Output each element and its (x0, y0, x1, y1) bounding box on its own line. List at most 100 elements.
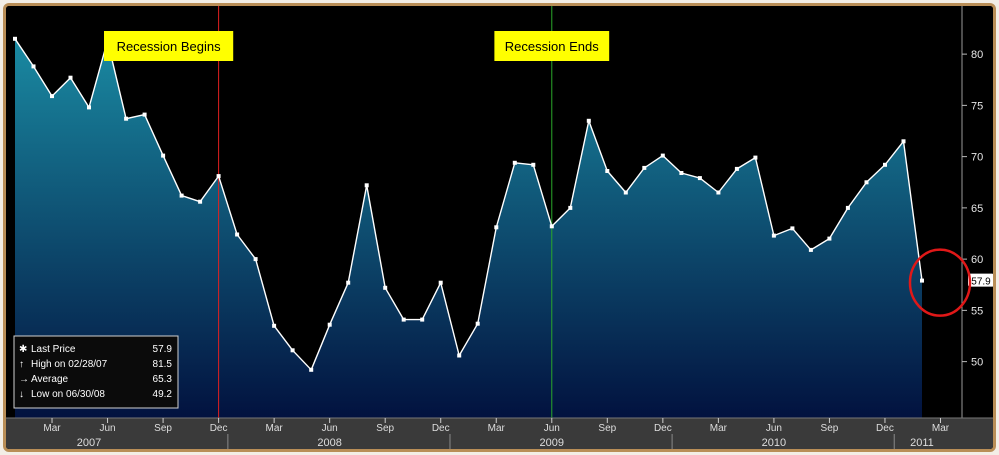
data-point (864, 180, 869, 185)
chart-frame: 50 55 60 65 70 75 80 Mar Jun Sep Dec Mar Jun Sep Dec M… (3, 3, 996, 452)
x-month-label: Mar (488, 423, 506, 434)
x-month-label: Mar (710, 423, 728, 434)
data-point (753, 155, 758, 160)
data-point (272, 323, 277, 328)
legend-label: Average (31, 374, 69, 385)
data-point (586, 118, 591, 123)
legend-value: 49.2 (153, 389, 173, 400)
legend-symbol: ↓ (19, 389, 24, 400)
x-month-label: Jun (322, 423, 338, 434)
data-point (309, 367, 314, 372)
x-month-label: Sep (821, 423, 839, 434)
data-point (383, 285, 388, 290)
data-point (346, 280, 351, 285)
data-point (531, 162, 536, 167)
x-year-label: 2008 (317, 437, 341, 449)
data-point (198, 199, 203, 204)
y-tick-label: 70 (971, 152, 983, 164)
data-point (660, 153, 665, 158)
data-point (771, 233, 776, 238)
legend-symbol: ↑ (19, 359, 24, 370)
data-point (494, 225, 499, 230)
data-point (401, 317, 406, 322)
legend-value: 57.9 (153, 344, 173, 355)
data-point (124, 116, 129, 121)
legend-value: 81.5 (153, 359, 173, 370)
recession-ends-box (494, 31, 610, 61)
x-month-label: Sep (154, 423, 172, 434)
last-price-tag-label: 57.9 (971, 277, 991, 288)
data-point (568, 205, 573, 210)
data-point (512, 160, 517, 165)
y-tick-label: 75 (971, 100, 983, 112)
x-year-label: 2010 (762, 437, 786, 449)
data-point (790, 226, 795, 231)
data-point (235, 232, 240, 237)
data-point (253, 257, 258, 262)
x-month-label: Mar (932, 423, 950, 434)
last-price-tag (968, 273, 993, 287)
x-year-label: 2009 (540, 437, 564, 449)
x-month-label: Dec (876, 423, 894, 434)
x-month-label: Sep (376, 423, 394, 434)
data-point (13, 36, 17, 41)
legend-box (13, 335, 179, 409)
data-point (457, 353, 462, 358)
data-point (216, 174, 221, 179)
legend-label: Last Price (31, 344, 76, 355)
series-area (15, 38, 922, 419)
legend-value: 65.3 (153, 374, 173, 385)
data-point (734, 166, 739, 171)
data-point (68, 75, 73, 80)
series-line (14, 38, 923, 371)
data-point (716, 190, 721, 195)
y-tick-label: 60 (971, 254, 983, 266)
x-axis-band (6, 418, 993, 449)
x-year-label: 2011 (910, 437, 934, 449)
data-point (31, 64, 36, 69)
data-point (475, 321, 480, 326)
data-point (549, 224, 554, 229)
highlight-circle (908, 248, 972, 317)
x-month-label: Dec (210, 423, 228, 434)
data-point (920, 278, 924, 283)
recession-begins-box (104, 31, 234, 61)
x-month-label: Sep (598, 423, 616, 434)
recession-ends-label: Recession Ends (505, 39, 599, 54)
data-point (642, 165, 647, 170)
data-point (420, 317, 425, 322)
data-point (623, 190, 628, 195)
legend-symbol: → (19, 374, 29, 385)
data-point (50, 94, 54, 99)
y-tick-label: 65 (971, 203, 983, 215)
y-tick-label: 55 (971, 305, 983, 317)
legend-label: Low on 06/30/08 (31, 389, 105, 400)
data-point (179, 193, 184, 198)
recession-begins-label: Recession Begins (117, 39, 222, 54)
y-tick-label: 50 (971, 357, 983, 369)
y-tick-label: 80 (971, 49, 983, 61)
data-point (605, 169, 610, 173)
data-point (327, 322, 332, 327)
x-month-label: Mar (266, 423, 284, 434)
x-year-label: 2007 (77, 437, 101, 449)
data-point (827, 236, 832, 241)
data-point (845, 205, 850, 210)
legend-symbol: ✱ (19, 344, 27, 355)
data-point (808, 247, 813, 252)
data-point (438, 280, 443, 285)
chart-svg: 50 55 60 65 70 75 80 Mar Jun Sep Dec Mar Jun Sep Dec M… (6, 6, 993, 449)
x-month-label: Jun (544, 423, 560, 434)
x-month-label: Dec (432, 423, 450, 434)
data-point (901, 139, 906, 144)
data-point (161, 153, 166, 158)
x-month-label: Jun (766, 423, 782, 434)
x-month-label: Mar (43, 423, 61, 434)
data-point (87, 105, 91, 110)
x-month-label: Dec (654, 423, 672, 434)
data-point (290, 348, 295, 353)
data-point (679, 171, 684, 175)
x-month-label: Jun (99, 423, 115, 434)
data-point (697, 176, 702, 181)
data-point (364, 183, 369, 188)
